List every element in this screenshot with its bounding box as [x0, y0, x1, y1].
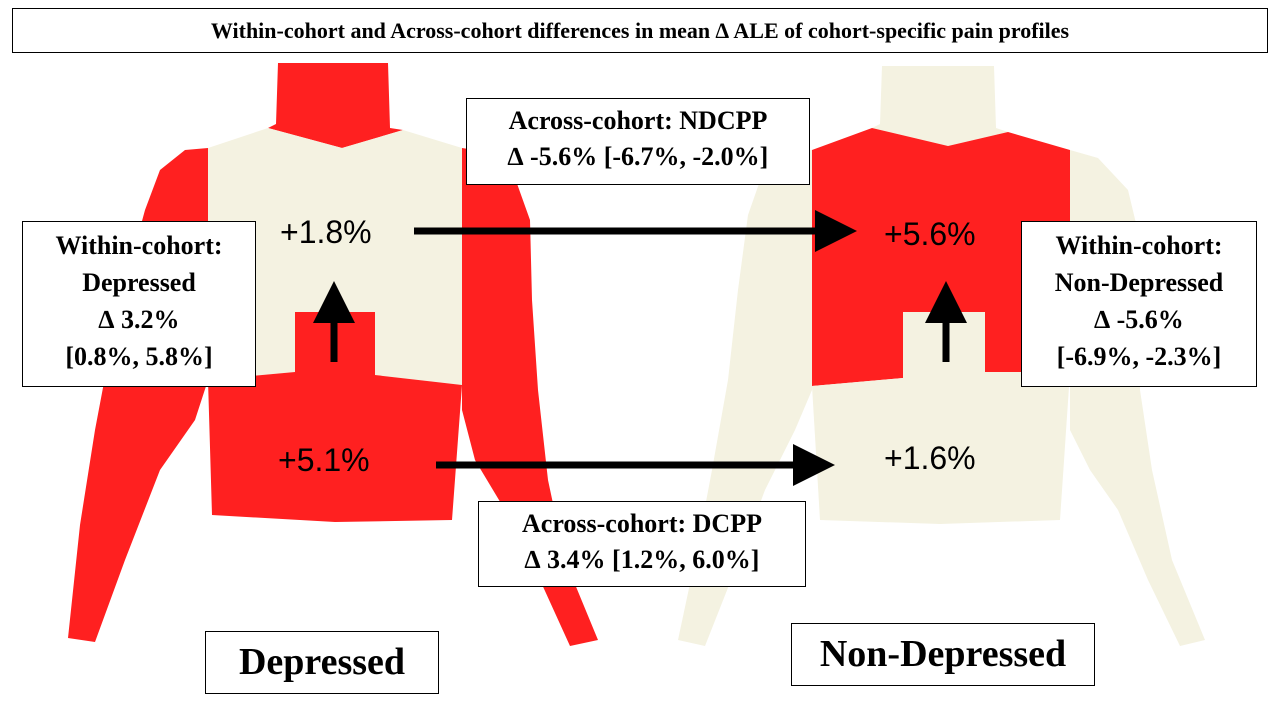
depressed-chest — [208, 128, 462, 385]
across-ndcpp-title: Across-cohort: NDCPP — [508, 106, 768, 135]
depressed-right-arm — [462, 148, 598, 646]
non-depressed-abdomen — [812, 312, 1070, 524]
non-depressed-neck — [872, 66, 1008, 146]
depressed-lower-percent: +5.1% — [278, 442, 370, 478]
depressed-neck — [268, 63, 403, 148]
within-depressed-title: Within-cohort: — [55, 231, 223, 260]
across-dcpp-box: Across-cohort: DCPP ∆ 3.4% [1.2%, 6.0%] — [478, 501, 806, 587]
across-dcpp-value: ∆ 3.4% [1.2%, 6.0%] — [524, 545, 760, 574]
within-non-depressed-title: Within-cohort: — [1055, 231, 1223, 260]
across-ndcpp-box: Across-cohort: NDCPP ∆ -5.6% [-6.7%, -2.… — [466, 98, 810, 185]
depressed-label: Depressed — [205, 631, 439, 694]
within-non-depressed-ci: [-6.9%, -2.3%] — [1056, 342, 1222, 371]
within-depressed-delta: ∆ 3.2% — [98, 305, 180, 334]
non-depressed-upper-percent: +5.6% — [884, 216, 976, 252]
depressed-upper-percent: +1.8% — [280, 214, 372, 250]
depressed-abdomen — [208, 312, 462, 522]
non-depressed-label: Non-Depressed — [791, 623, 1095, 686]
within-depressed-cohort: Depressed — [82, 268, 196, 297]
within-depressed-ci: [0.8%, 5.8%] — [65, 342, 213, 371]
across-dcpp-title: Across-cohort: DCPP — [522, 509, 762, 538]
non-depressed-lower-percent: +1.6% — [884, 440, 976, 476]
across-ndcpp-value: ∆ -5.6% [-6.7%, -2.0%] — [507, 142, 769, 171]
within-non-depressed-cohort: Non-Depressed — [1054, 268, 1224, 297]
non-depressed-chest — [812, 128, 1070, 386]
figure-title: Within-cohort and Across-cohort differen… — [12, 8, 1268, 53]
within-depressed-box: Within-cohort: Depressed ∆ 3.2% [0.8%, 5… — [22, 221, 256, 387]
within-non-depressed-box: Within-cohort: Non-Depressed ∆ -5.6% [-6… — [1021, 221, 1257, 387]
within-non-depressed-delta: ∆ -5.6% — [1094, 305, 1184, 334]
